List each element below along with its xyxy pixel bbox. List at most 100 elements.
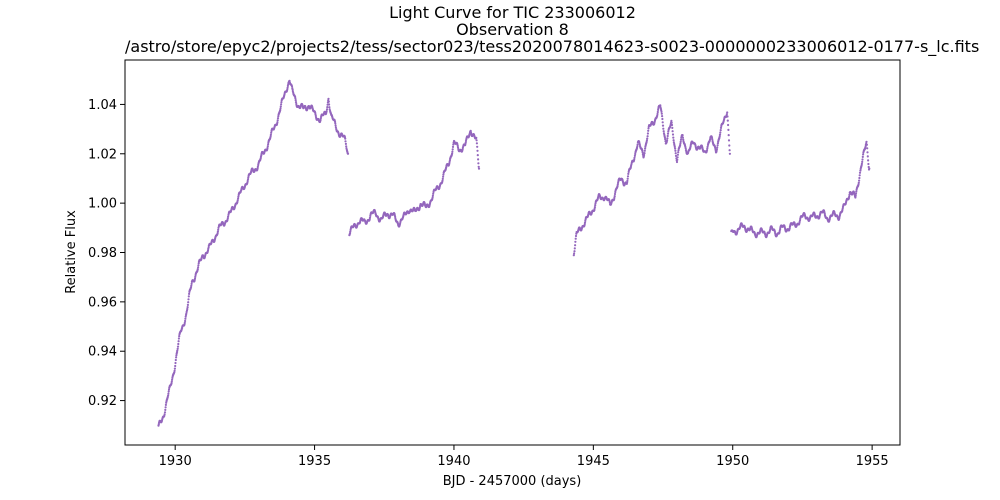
data-point <box>178 335 181 338</box>
data-point <box>626 181 629 184</box>
data-point <box>727 128 730 131</box>
data-point <box>617 181 620 184</box>
data-point <box>193 277 197 280</box>
data-point <box>671 130 674 133</box>
data-point <box>673 145 676 148</box>
data-point <box>656 114 659 117</box>
data-point <box>684 149 688 152</box>
data-point <box>711 138 714 141</box>
data-point <box>656 110 659 114</box>
x-tick-label: 1930 <box>159 454 192 469</box>
data-point <box>662 127 665 130</box>
data-point <box>858 176 861 180</box>
data-point <box>196 268 199 271</box>
series-segment-4 <box>730 140 871 239</box>
data-point <box>848 193 851 196</box>
data-point <box>344 137 347 140</box>
data-point <box>477 158 480 161</box>
data-point <box>862 153 865 156</box>
data-point <box>164 406 167 409</box>
data-point <box>583 223 586 226</box>
data-point <box>584 219 587 222</box>
data-point <box>676 158 679 161</box>
data-point <box>452 143 455 146</box>
data-point <box>674 154 678 157</box>
data-point <box>477 165 480 168</box>
data-point <box>656 112 659 116</box>
data-point <box>572 254 575 257</box>
y-tick-label: 1.00 <box>88 197 117 212</box>
data-point <box>613 192 617 196</box>
data-point <box>672 139 675 142</box>
data-point <box>681 134 684 137</box>
data-point <box>266 146 269 150</box>
data-point <box>280 103 283 106</box>
data-point <box>186 306 189 309</box>
data-point <box>641 151 644 154</box>
data-point <box>217 228 220 231</box>
data-point <box>646 137 649 140</box>
data-point <box>186 303 189 306</box>
data-point <box>671 126 674 129</box>
data-point <box>173 369 176 372</box>
data-point <box>706 145 709 148</box>
data-point <box>574 240 577 243</box>
data-point <box>236 199 239 202</box>
data-point <box>477 167 481 170</box>
data-point <box>328 103 331 106</box>
data-point <box>184 315 187 318</box>
data-point <box>256 165 259 168</box>
data-point <box>661 117 664 121</box>
data-point <box>464 139 468 142</box>
data-point <box>163 413 166 416</box>
data-point <box>583 221 587 224</box>
data-point <box>368 216 372 219</box>
data-point <box>266 145 269 148</box>
data-point <box>194 275 197 278</box>
data-point <box>573 250 576 253</box>
data-point <box>636 143 639 146</box>
data-point <box>858 171 862 174</box>
data-point <box>326 106 329 109</box>
data-point <box>328 106 331 109</box>
data-point <box>661 121 664 124</box>
data-point <box>643 153 646 157</box>
x-axis-label: BJD - 2457000 (days) <box>443 474 582 489</box>
data-point <box>207 246 210 249</box>
data-point <box>451 145 455 148</box>
data-point <box>660 110 663 113</box>
data-point <box>666 134 669 138</box>
data-point <box>716 144 719 147</box>
data-point <box>626 177 629 180</box>
data-point <box>643 152 646 155</box>
data-point <box>719 126 723 129</box>
data-point <box>442 175 445 178</box>
data-point <box>187 295 190 298</box>
data-point <box>643 149 646 152</box>
data-point <box>475 136 478 139</box>
data-point <box>616 183 619 186</box>
x-tick-label: 1935 <box>298 454 331 469</box>
data-point <box>286 84 289 87</box>
data-point <box>593 206 597 209</box>
data-point <box>646 135 649 138</box>
data-point <box>672 141 676 144</box>
data-point <box>167 388 171 391</box>
data-point <box>276 121 279 124</box>
data-point <box>432 192 435 195</box>
data-point <box>190 282 193 285</box>
data-point <box>679 142 682 145</box>
data-point <box>574 234 578 238</box>
data-point <box>174 361 177 365</box>
data-point <box>867 162 870 166</box>
data-point <box>661 124 665 127</box>
data-point <box>475 139 478 142</box>
data-point <box>674 149 677 152</box>
data-point <box>861 160 864 163</box>
data-point <box>183 321 186 324</box>
data-point <box>682 138 685 141</box>
data-point <box>176 345 180 348</box>
x-tick-label: 1955 <box>856 454 889 469</box>
series-segment-2 <box>348 129 481 237</box>
data-point <box>237 195 240 198</box>
